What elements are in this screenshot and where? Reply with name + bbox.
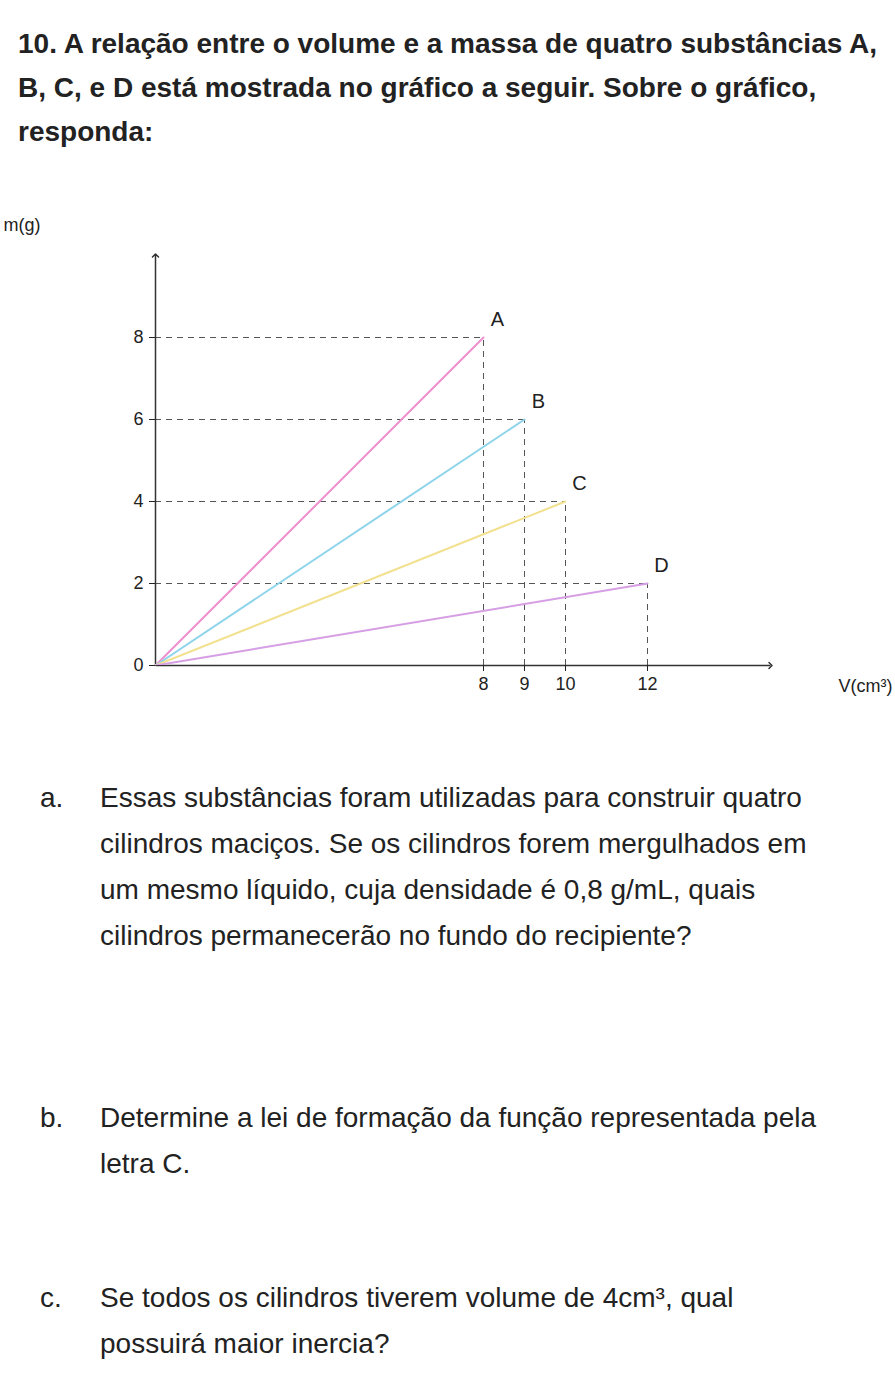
svg-text:B: B [532, 390, 545, 412]
svg-text:8: 8 [133, 327, 143, 347]
html-text:b.: b. [40, 1102, 64, 1133]
svg-text:m(g): m(g) [4, 215, 41, 235]
svg-text:9: 9 [519, 674, 529, 694]
html-text:Determine a lei de formação da: Determine a lei de formação da função re… [100, 1102, 816, 1179]
html-text:Essas substâncias foram utiliz: Essas substâncias foram utilizadas para … [100, 782, 807, 951]
svg-text:2: 2 [133, 573, 143, 593]
html-text:Se todos os cilindros tiverem: Se todos os cilindros tiverem volume de … [100, 1282, 734, 1359]
html-text:a.: a. [40, 782, 64, 813]
svg-text:6: 6 [133, 409, 143, 429]
svg-text:4: 4 [133, 491, 143, 511]
svg-text:8: 8 [478, 674, 488, 694]
svg-text:0: 0 [133, 655, 143, 675]
svg-text:10: 10 [555, 674, 575, 694]
svg-text:C: C [572, 472, 586, 494]
html-text:c.: c. [40, 1282, 62, 1313]
html-text:10. A relação entre o volume e: 10. A relação entre o volume e a massa d… [18, 28, 877, 147]
svg-text:12: 12 [637, 674, 657, 694]
svg-text:A: A [491, 308, 505, 330]
svg-text:V(cm³): V(cm³) [839, 676, 893, 696]
svg-text:D: D [654, 554, 668, 576]
